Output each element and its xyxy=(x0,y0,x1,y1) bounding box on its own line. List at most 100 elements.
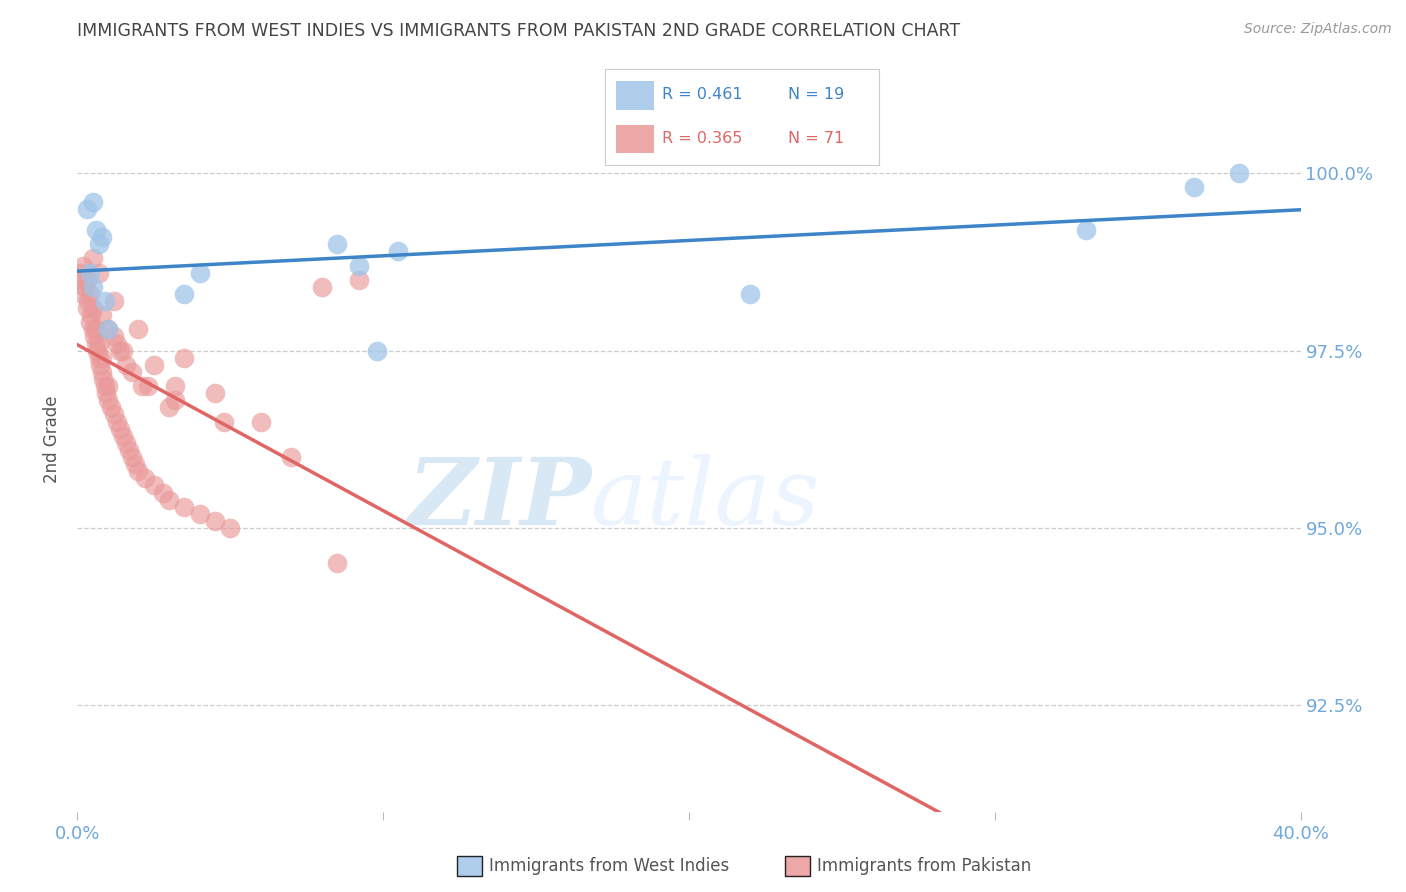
Point xyxy=(82,322,104,336)
Point xyxy=(86,343,108,358)
Point xyxy=(103,408,125,422)
Point xyxy=(97,379,120,393)
Point xyxy=(69,266,91,280)
Text: N = 71: N = 71 xyxy=(789,130,845,145)
Point xyxy=(387,244,409,259)
Text: Source: ZipAtlas.com: Source: ZipAtlas.com xyxy=(1244,22,1392,37)
Point xyxy=(280,450,302,464)
Text: Immigrants from Pakistan: Immigrants from Pakistan xyxy=(817,857,1031,875)
Point xyxy=(152,485,174,500)
Point xyxy=(90,230,112,244)
Point xyxy=(105,415,128,429)
Text: N = 19: N = 19 xyxy=(789,87,845,103)
Point xyxy=(103,329,125,343)
Point xyxy=(96,386,118,401)
Point xyxy=(121,450,143,464)
Point xyxy=(165,393,187,408)
Point xyxy=(87,237,110,252)
Point xyxy=(87,266,110,280)
Point xyxy=(188,266,211,280)
Point xyxy=(219,521,242,535)
Point xyxy=(73,280,96,294)
Point xyxy=(97,322,120,336)
Bar xyxy=(616,125,654,153)
Point xyxy=(80,308,103,322)
Point xyxy=(70,273,93,287)
Point xyxy=(103,293,125,308)
Point xyxy=(1182,180,1205,194)
Text: R = 0.365: R = 0.365 xyxy=(662,130,742,145)
Point xyxy=(157,401,180,415)
Point xyxy=(188,507,211,521)
Point xyxy=(173,286,195,301)
Point xyxy=(84,336,107,351)
Point xyxy=(112,343,135,358)
Text: R = 0.461: R = 0.461 xyxy=(662,87,742,103)
Point xyxy=(204,514,226,528)
Point xyxy=(76,202,98,216)
Text: Immigrants from West Indies: Immigrants from West Indies xyxy=(489,857,730,875)
Point xyxy=(250,415,273,429)
Point xyxy=(347,273,370,287)
Point xyxy=(89,358,111,372)
Point xyxy=(311,280,333,294)
Point xyxy=(121,365,143,379)
Point xyxy=(87,351,110,365)
Point xyxy=(128,464,150,478)
Point xyxy=(84,322,107,336)
Point xyxy=(90,351,112,365)
Point xyxy=(97,393,120,408)
Point xyxy=(105,336,128,351)
Point xyxy=(131,379,153,393)
Point xyxy=(79,266,101,280)
Point xyxy=(1229,166,1251,180)
Point xyxy=(97,322,120,336)
Point xyxy=(115,358,138,372)
Point xyxy=(77,293,100,308)
Point xyxy=(118,442,141,457)
Point xyxy=(82,252,104,266)
Point xyxy=(204,386,226,401)
Point xyxy=(326,237,349,252)
Point xyxy=(90,308,112,322)
Point xyxy=(91,372,114,386)
Point xyxy=(87,336,110,351)
Point xyxy=(136,379,159,393)
Text: ZIP: ZIP xyxy=(406,454,591,544)
Point xyxy=(82,194,104,209)
Y-axis label: 2nd Grade: 2nd Grade xyxy=(44,395,62,483)
Point xyxy=(157,492,180,507)
Point xyxy=(79,286,101,301)
Point xyxy=(134,471,156,485)
Point xyxy=(76,273,98,287)
Point xyxy=(173,500,195,514)
Point xyxy=(83,329,105,343)
Point xyxy=(165,379,187,393)
Point xyxy=(142,358,165,372)
Text: IMMIGRANTS FROM WEST INDIES VS IMMIGRANTS FROM PAKISTAN 2ND GRADE CORRELATION CH: IMMIGRANTS FROM WEST INDIES VS IMMIGRANT… xyxy=(77,22,960,40)
Point xyxy=(740,286,762,301)
Point xyxy=(1076,223,1098,237)
Point xyxy=(326,557,349,571)
Point xyxy=(128,322,150,336)
Point xyxy=(112,429,135,443)
Point xyxy=(100,401,122,415)
Point xyxy=(173,351,195,365)
Point xyxy=(115,435,138,450)
Point xyxy=(79,315,101,329)
Point xyxy=(76,301,98,315)
Point xyxy=(82,280,104,294)
Point xyxy=(212,415,235,429)
Point xyxy=(82,301,104,315)
Point xyxy=(108,422,131,436)
Point xyxy=(142,478,165,492)
Point xyxy=(94,293,117,308)
Text: atlas: atlas xyxy=(591,454,821,544)
Point xyxy=(108,343,131,358)
Point xyxy=(94,379,117,393)
Point xyxy=(72,286,94,301)
Bar xyxy=(616,81,654,110)
Point xyxy=(90,365,112,379)
Point xyxy=(72,259,94,273)
Point xyxy=(84,223,107,237)
